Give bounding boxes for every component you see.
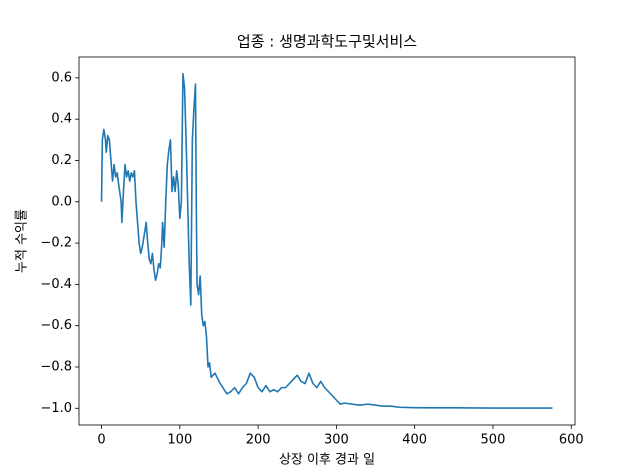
chart-title: 업종 : 생명과학도구및서비스 (237, 33, 417, 51)
x-tick-label: 300 (324, 433, 349, 448)
line-series (100, 72, 553, 409)
x-tick-label: 600 (559, 433, 584, 448)
y-tick-label: 0.0 (51, 194, 72, 209)
x-tick-label: 500 (481, 433, 506, 448)
y-tick-label: −0.4 (40, 277, 72, 292)
x-tick-label: 400 (402, 433, 427, 448)
axes-frame (78, 56, 576, 426)
y-tick-label: 0.2 (51, 153, 72, 168)
x-tick-label: 100 (167, 433, 192, 448)
y-tick-label: 0.6 (51, 70, 72, 85)
y-tick-label: −0.8 (40, 359, 72, 374)
x-tick-label: 0 (97, 433, 105, 448)
y-tick-label: 0.4 (51, 112, 72, 127)
y-tick-label: −0.2 (40, 236, 72, 251)
y-tick-label: −0.6 (40, 318, 72, 333)
x-tick-label: 200 (246, 433, 271, 448)
y-axis-label: 누적 수익률 (15, 209, 30, 273)
x-axis-label: 상장 이후 경과 일 (279, 453, 375, 468)
y-tick-label: −1.0 (40, 401, 72, 416)
